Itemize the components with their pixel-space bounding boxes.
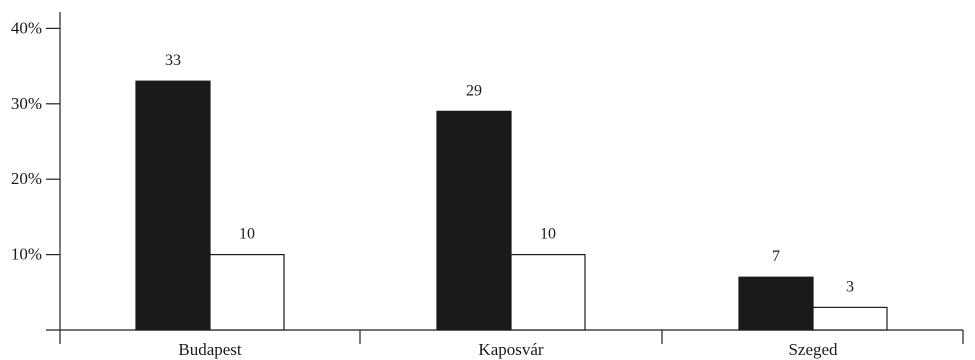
data-label: 7 — [772, 248, 780, 265]
bar-series-1 — [135, 80, 211, 331]
labels-group: Budapest Kaposvár Szeged 33 29 7 10 10 3 — [165, 52, 854, 359]
y-tick-label: 20% — [11, 169, 42, 188]
data-label: 29 — [466, 82, 482, 99]
bar-series-2 — [510, 254, 586, 331]
y-tick-label: 10% — [11, 245, 42, 264]
y-tick-label: 40% — [11, 18, 42, 37]
x-category-label: Budapest — [178, 340, 242, 359]
data-label: 10 — [239, 226, 255, 243]
bar-series-2 — [209, 254, 285, 331]
bar-series-1 — [436, 110, 512, 331]
data-label: 10 — [540, 226, 556, 243]
bar-series-2 — [812, 306, 888, 331]
bar-series-1 — [738, 276, 814, 331]
data-label: 33 — [165, 52, 181, 69]
bars-group — [135, 80, 888, 331]
x-category-label: Kaposvár — [478, 340, 543, 359]
data-label: 3 — [846, 278, 854, 295]
y-tick-label: 30% — [11, 94, 42, 113]
x-category-label: Szeged — [788, 340, 838, 359]
